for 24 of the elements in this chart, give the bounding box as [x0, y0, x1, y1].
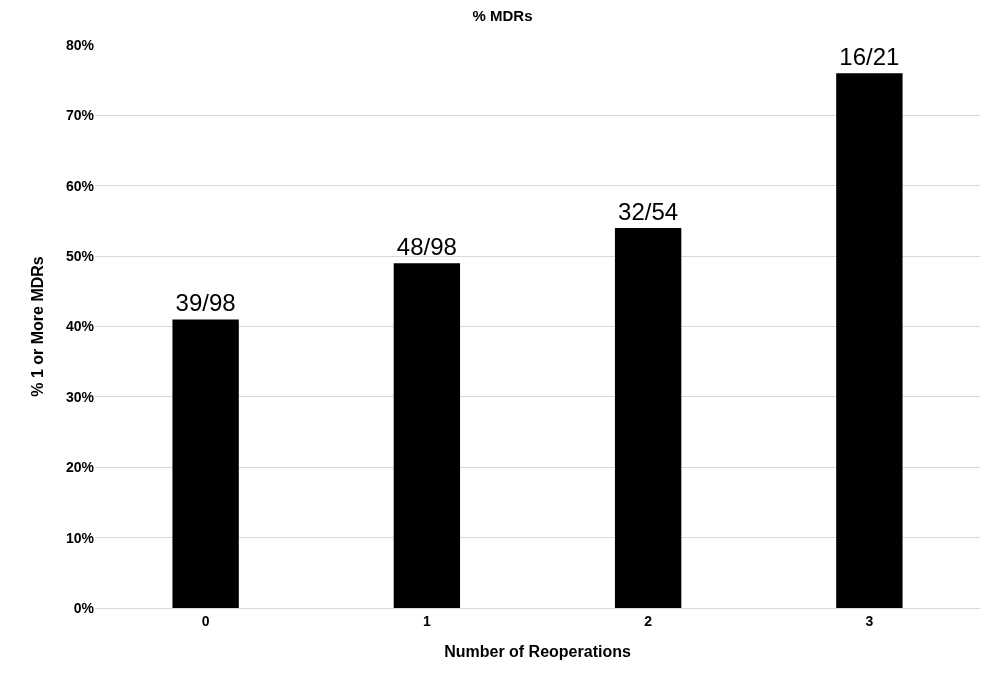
y-tick-label: 0%	[73, 599, 95, 616]
bar	[614, 227, 682, 608]
x-tick-label: 0	[201, 612, 210, 629]
y-tick-label: 20%	[65, 459, 95, 476]
y-tick-label: 60%	[65, 177, 95, 194]
y-axis-title: % 1 or More MDRs	[28, 256, 46, 397]
data-label: 16/21	[839, 43, 900, 71]
bar	[172, 319, 239, 608]
y-tick-label: 50%	[65, 248, 95, 265]
y-tick-label: 40%	[65, 318, 95, 335]
x-tick-label: 1	[422, 612, 431, 629]
y-tick-label: 10%	[65, 529, 95, 546]
data-label: 48/98	[396, 233, 457, 261]
chart-title: % MDRs	[472, 6, 533, 24]
data-label: 39/98	[175, 289, 236, 317]
bar	[836, 73, 903, 608]
bar	[393, 263, 461, 608]
x-tick-label: 2	[644, 612, 653, 629]
data-label: 32/54	[618, 197, 679, 225]
y-tick-label: 80%	[65, 36, 95, 53]
x-tick-label: 3	[865, 612, 874, 629]
x-axis-title: Number of Reoperations	[444, 643, 631, 661]
y-tick-label: 70%	[65, 107, 95, 124]
y-tick-label: 30%	[65, 388, 95, 405]
